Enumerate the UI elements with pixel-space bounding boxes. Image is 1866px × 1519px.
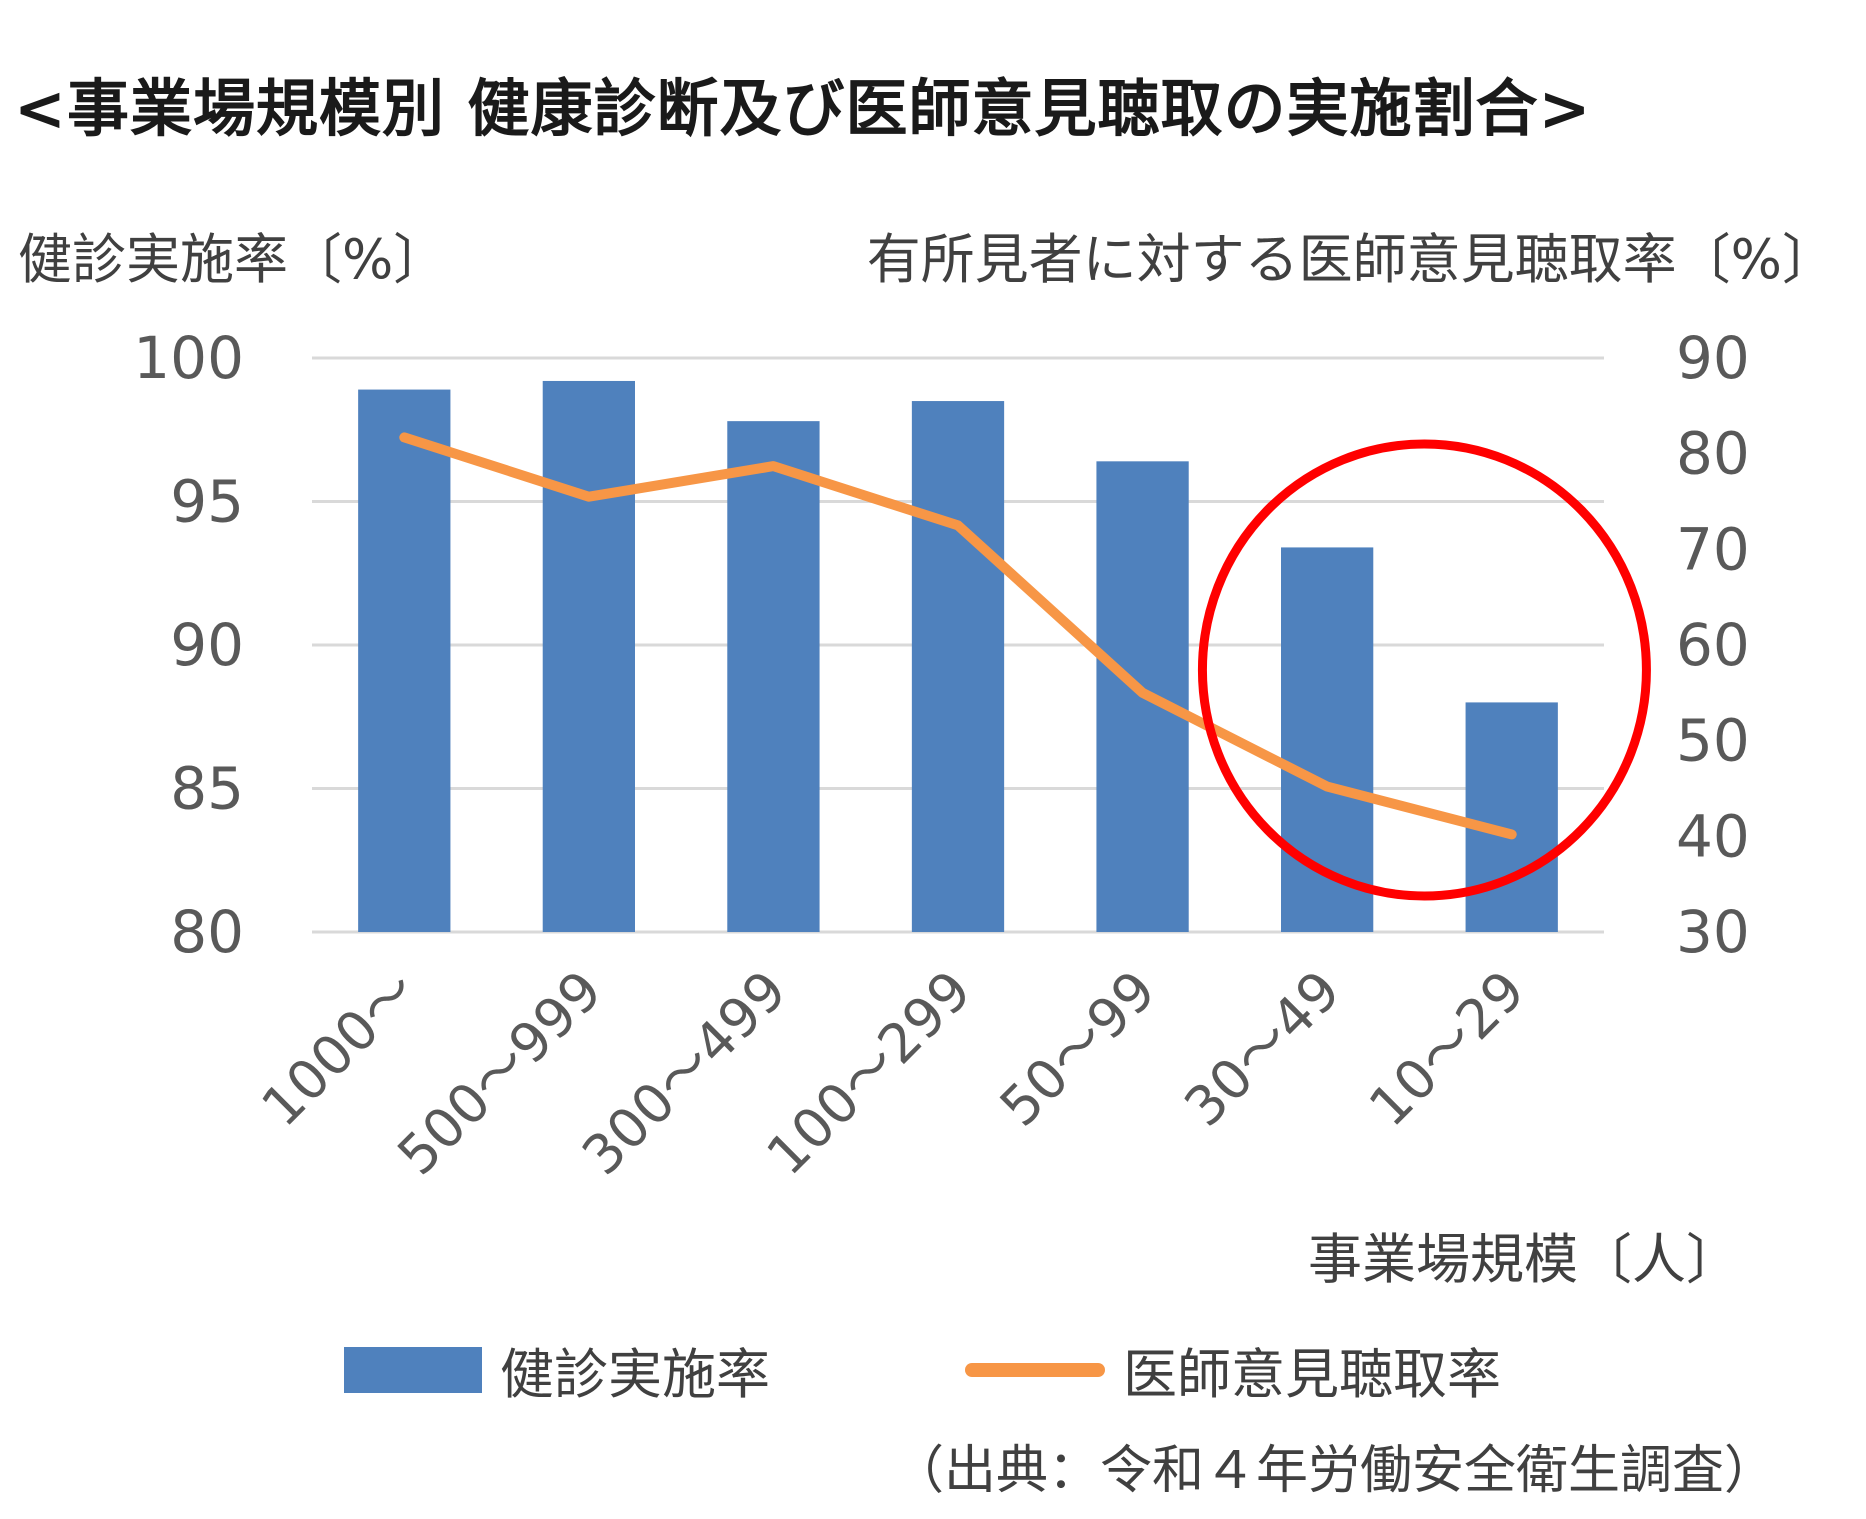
y-right-tick-label: 90 (1676, 324, 1750, 392)
y-axis-right-label: 有所見者に対する医師意見聴取率〔%〕 (866, 228, 1836, 291)
y-left-tick-label: 80 (170, 898, 244, 966)
bar (358, 389, 451, 932)
legend-label-line: 医師意見聴取率 (1123, 1343, 1501, 1406)
bar (1281, 547, 1374, 932)
source-note: （出典：令和４年労働安全衛生調査） (891, 1441, 1776, 1501)
legend-label-bar: 健診実施率 (500, 1343, 770, 1406)
legend-item-line: 医師意見聴取率 (965, 1330, 1501, 1409)
line-series (399, 432, 1517, 840)
legend-item-bar: 健診実施率 (344, 1330, 770, 1409)
y-axis-left-label: 健診実施率〔%〕 (18, 228, 448, 291)
x-tick-label: 30～49 (1172, 959, 1352, 1139)
y-left-tick-label: 90 (170, 611, 244, 679)
y-right-tick-label: 50 (1676, 707, 1750, 775)
bar (542, 380, 635, 933)
legend-swatch-line (965, 1362, 1105, 1377)
x-tick-label: 100～299 (755, 959, 983, 1187)
chart-plot: 100 95 90 85 80 90 80 70 60 50 40 30 1000～500～9993… (133, 324, 1750, 1187)
y-left-tick-label: 95 (170, 468, 244, 536)
y-axis-right-ticks: 90 80 70 60 50 40 30 (1676, 324, 1750, 966)
x-tick-label: 10～29 (1357, 959, 1537, 1139)
x-tick-label: 50～99 (988, 959, 1168, 1139)
x-tick-label: 1000～ (250, 959, 430, 1139)
y-left-tick-label: 85 (170, 755, 244, 823)
y-right-tick-label: 30 (1676, 898, 1750, 966)
highlight-ellipse (1197, 439, 1651, 901)
highlight-circle (1197, 439, 1651, 901)
x-axis-label: 事業場規模〔人〕 (1308, 1228, 1740, 1291)
bar (1465, 702, 1558, 932)
y-right-tick-label: 60 (1676, 611, 1750, 679)
bar (727, 421, 820, 932)
y-right-tick-label: 80 (1676, 420, 1750, 488)
y-right-tick-label: 70 (1676, 515, 1750, 583)
legend-swatch-bar (344, 1346, 482, 1393)
chart-title: <事業場規模別 健康診断及び医師意見聴取の実施割合> (14, 72, 1592, 145)
y-axis-left-ticks: 100 95 90 85 80 (133, 324, 244, 966)
bar-series (358, 380, 1558, 933)
y-left-tick-label: 100 (133, 324, 244, 392)
y-right-tick-label: 40 (1676, 802, 1750, 870)
bar (911, 401, 1005, 932)
